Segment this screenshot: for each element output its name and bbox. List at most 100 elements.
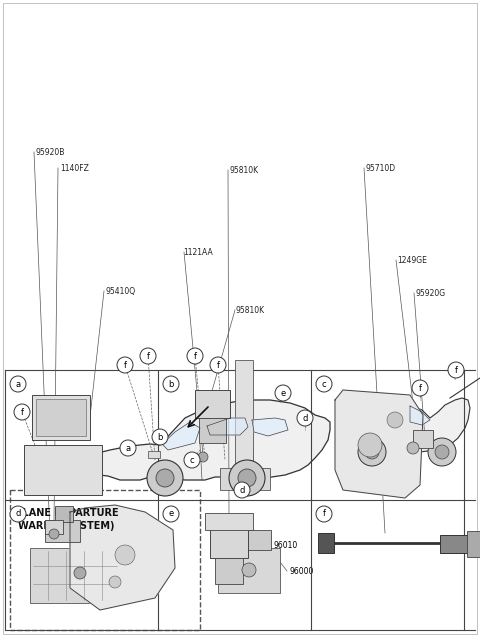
Bar <box>226 530 271 550</box>
Bar <box>10 490 200 630</box>
Polygon shape <box>162 422 200 450</box>
Circle shape <box>10 506 26 522</box>
Circle shape <box>140 348 156 364</box>
Text: a: a <box>125 443 131 452</box>
Text: f: f <box>146 352 149 361</box>
Text: d: d <box>302 413 308 422</box>
Text: f: f <box>455 366 457 375</box>
Circle shape <box>275 385 291 401</box>
Bar <box>205 513 253 530</box>
Polygon shape <box>410 406 430 425</box>
Text: 1140FZ: 1140FZ <box>60 164 89 173</box>
Polygon shape <box>252 418 288 436</box>
Circle shape <box>238 469 256 487</box>
Circle shape <box>242 563 256 577</box>
Bar <box>215 558 243 584</box>
Bar <box>24 445 102 495</box>
Text: 95810K: 95810K <box>230 166 259 175</box>
Circle shape <box>297 410 313 426</box>
Circle shape <box>210 357 226 373</box>
Circle shape <box>152 429 168 445</box>
Text: 95810K: 95810K <box>235 306 264 315</box>
Text: f: f <box>419 383 421 392</box>
Text: 95410Q: 95410Q <box>105 287 135 296</box>
Circle shape <box>156 469 174 487</box>
Text: b: b <box>168 380 174 389</box>
Polygon shape <box>70 505 175 610</box>
Circle shape <box>448 362 464 378</box>
Circle shape <box>387 412 403 428</box>
Bar <box>45 520 63 534</box>
Text: f: f <box>216 361 219 369</box>
Circle shape <box>365 445 379 459</box>
Circle shape <box>147 460 183 496</box>
Bar <box>55 506 73 522</box>
Text: 96010: 96010 <box>95 522 119 531</box>
Circle shape <box>14 404 30 420</box>
Bar <box>48 462 66 472</box>
Text: f: f <box>21 408 24 417</box>
Bar <box>199 418 226 443</box>
Circle shape <box>316 376 332 392</box>
Polygon shape <box>350 398 470 452</box>
Text: f: f <box>123 361 127 369</box>
Circle shape <box>198 452 208 462</box>
Circle shape <box>234 482 250 498</box>
Bar <box>36 399 86 436</box>
Circle shape <box>358 433 382 457</box>
Text: c: c <box>190 455 194 464</box>
Circle shape <box>184 452 200 468</box>
Circle shape <box>109 576 121 588</box>
Circle shape <box>358 438 386 466</box>
Circle shape <box>163 506 179 522</box>
Polygon shape <box>48 400 330 480</box>
Text: 1249GE: 1249GE <box>397 255 427 264</box>
Text: 1140AA: 1140AA <box>133 541 163 550</box>
Bar <box>220 468 270 490</box>
Bar <box>148 451 160 458</box>
Bar <box>32 395 90 440</box>
Text: 1121AA: 1121AA <box>183 248 213 257</box>
Circle shape <box>412 380 428 396</box>
Text: c: c <box>322 380 326 389</box>
Text: 95920B: 95920B <box>35 148 64 157</box>
Circle shape <box>187 348 203 364</box>
Bar <box>30 548 120 603</box>
Bar <box>440 535 470 553</box>
Bar <box>45 520 80 542</box>
Text: 96010: 96010 <box>273 541 297 550</box>
Bar <box>235 360 253 470</box>
Text: d: d <box>15 510 21 519</box>
Circle shape <box>428 438 456 466</box>
Text: b: b <box>157 433 163 441</box>
Bar <box>413 430 433 448</box>
Text: 95920G: 95920G <box>415 289 445 297</box>
Bar <box>195 390 230 418</box>
Circle shape <box>435 445 449 459</box>
Text: 95710D: 95710D <box>365 164 395 173</box>
Polygon shape <box>207 418 248 435</box>
Text: d: d <box>240 485 245 494</box>
Text: e: e <box>168 510 174 519</box>
Text: a: a <box>15 380 21 389</box>
Circle shape <box>117 357 133 373</box>
Bar <box>318 533 334 553</box>
Circle shape <box>407 442 419 454</box>
Circle shape <box>74 567 86 579</box>
Text: e: e <box>280 389 286 397</box>
Polygon shape <box>335 390 423 498</box>
Circle shape <box>163 376 179 392</box>
Circle shape <box>229 460 265 496</box>
Bar <box>218 548 280 593</box>
Text: (LANE DEPARTURE
WARN'G SYSTEM): (LANE DEPARTURE WARN'G SYSTEM) <box>18 508 119 531</box>
Text: f: f <box>323 510 325 519</box>
Circle shape <box>120 440 136 456</box>
Circle shape <box>49 529 59 539</box>
Bar <box>467 531 480 557</box>
Circle shape <box>316 506 332 522</box>
Text: 96000: 96000 <box>290 566 314 575</box>
Text: 95890F: 95890F <box>133 557 162 566</box>
Circle shape <box>115 545 135 565</box>
Bar <box>210 528 248 558</box>
Text: f: f <box>193 352 196 361</box>
